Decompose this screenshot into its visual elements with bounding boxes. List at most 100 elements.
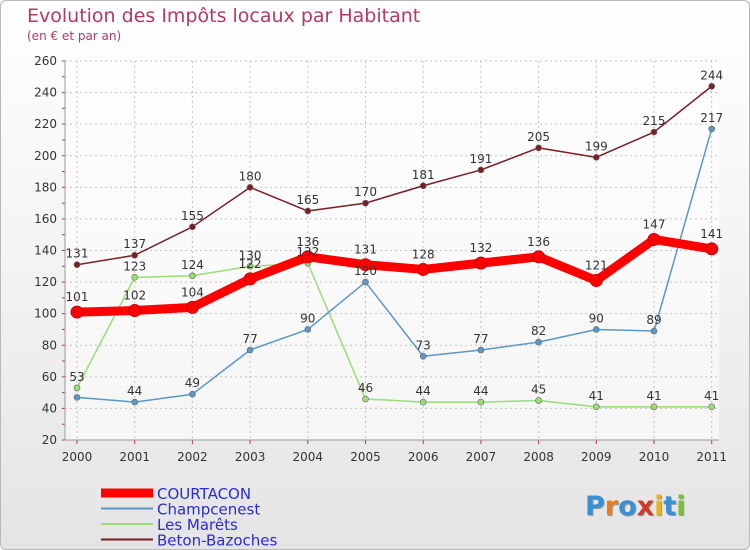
data-point — [650, 403, 658, 411]
x-tick-label: 2008 — [523, 450, 554, 464]
series-les-mar-ts — [73, 259, 716, 411]
y-tick-label: 100 — [34, 307, 57, 321]
data-label: 73 — [416, 338, 431, 352]
data-label: 41 — [589, 389, 604, 403]
data-point — [708, 82, 716, 90]
data-label: 131 — [354, 243, 377, 257]
data-label: 82 — [531, 324, 546, 338]
y-tick-label: 240 — [34, 86, 57, 100]
data-point — [128, 304, 142, 318]
data-point — [647, 232, 661, 246]
logo-letter: i — [676, 491, 686, 522]
series-line — [76, 262, 713, 408]
data-point — [416, 262, 430, 276]
x-tick-label: 2006 — [408, 450, 439, 464]
data-point — [708, 403, 716, 411]
data-label: 131 — [66, 247, 89, 261]
data-label: 44 — [416, 384, 431, 398]
data-point — [185, 300, 199, 314]
data-label: 136 — [527, 235, 550, 249]
series-beton-bazoches — [73, 82, 716, 269]
y-tick-label: 120 — [34, 275, 57, 289]
data-label: 181 — [412, 168, 435, 182]
data-label: 141 — [700, 227, 723, 241]
data-point — [535, 397, 542, 404]
data-label: 155 — [181, 209, 204, 223]
data-point — [477, 346, 485, 354]
data-point — [419, 353, 427, 360]
logo-letter: r — [604, 491, 619, 522]
data-point — [73, 261, 81, 269]
data-label: 136 — [296, 235, 319, 249]
data-label: 170 — [354, 185, 377, 199]
x-tick-label: 2002 — [177, 450, 208, 464]
legend-label: Champcenest — [157, 501, 260, 519]
y-tick-label: 20 — [42, 433, 57, 447]
series-line — [76, 85, 713, 266]
data-point — [73, 394, 81, 401]
data-label: 124 — [181, 258, 204, 272]
data-label: 89 — [646, 313, 661, 327]
y-tick-label: 40 — [42, 401, 57, 415]
data-point — [304, 326, 312, 333]
data-label: 215 — [643, 114, 666, 128]
data-point — [705, 242, 719, 256]
data-label: 130 — [239, 248, 262, 262]
data-point — [131, 274, 138, 281]
data-label: 147 — [643, 217, 666, 231]
data-label: 137 — [123, 237, 146, 251]
data-label: 49 — [185, 376, 200, 390]
y-tick-label: 140 — [34, 244, 57, 258]
data-point — [70, 305, 84, 319]
data-label: 244 — [700, 68, 723, 82]
logo-letter: t — [663, 491, 677, 522]
data-point — [650, 128, 658, 136]
y-tick-label: 220 — [34, 117, 57, 131]
data-label: 90 — [300, 311, 315, 325]
data-point — [592, 403, 600, 411]
data-point — [419, 398, 427, 406]
logo-letter: i — [654, 491, 664, 522]
data-label: 101 — [66, 290, 89, 304]
data-label: 77 — [242, 332, 257, 346]
data-point — [131, 398, 138, 406]
y-tick-label: 160 — [34, 212, 57, 226]
series-line — [76, 128, 713, 403]
data-point — [246, 346, 254, 354]
data-label: 120 — [354, 264, 377, 278]
data-label: 45 — [531, 383, 546, 397]
data-label: 41 — [646, 389, 661, 403]
y-tick-label: 60 — [42, 370, 57, 384]
data-point — [304, 207, 312, 215]
data-label: 191 — [469, 152, 492, 166]
data-point — [474, 256, 488, 270]
data-point — [535, 144, 542, 152]
data-point — [301, 250, 315, 264]
y-tick-label: 200 — [34, 149, 57, 163]
series-line — [72, 234, 717, 317]
legend-label: COURTACON — [157, 485, 251, 503]
data-point — [532, 250, 546, 264]
data-point — [592, 154, 600, 161]
data-point — [246, 262, 254, 270]
data-point — [189, 272, 196, 280]
chart-title: Evolution des Impôts locaux par Habitant — [27, 5, 421, 27]
x-tick-label: 2000 — [62, 450, 93, 464]
y-tick-label: 180 — [34, 180, 57, 194]
data-point — [477, 398, 485, 406]
proxiti-logo: Proxiti — [585, 491, 686, 522]
data-label: 122 — [239, 257, 262, 271]
x-tick-label: 2007 — [466, 450, 497, 464]
y-tick-label: 260 — [34, 54, 57, 68]
data-label: 132 — [469, 241, 492, 255]
data-label: 128 — [412, 247, 435, 261]
data-point — [246, 184, 254, 191]
x-tick-label: 2003 — [235, 450, 266, 464]
data-point — [131, 251, 138, 259]
data-label: 102 — [123, 289, 146, 303]
data-point — [535, 338, 542, 346]
logo-letter: o — [618, 491, 637, 522]
legend-label: Les Marêts — [157, 516, 238, 534]
data-label: 77 — [473, 332, 488, 346]
x-tick-label: 2004 — [293, 450, 324, 464]
